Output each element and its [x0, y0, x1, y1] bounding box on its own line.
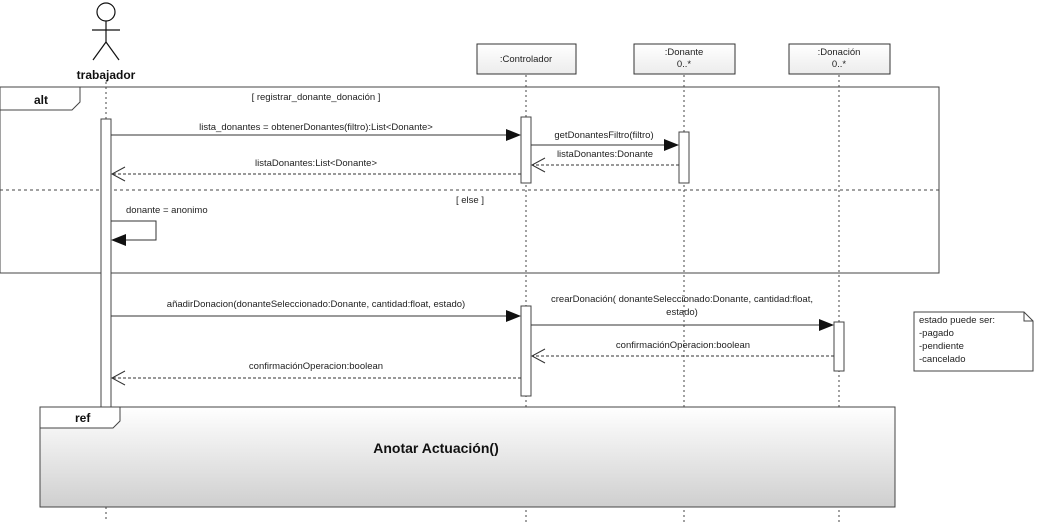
lifeline-multiplicity-donante: 0..* — [677, 59, 692, 70]
note-line-1: estado puede ser: — [919, 315, 995, 326]
message-obtener-donantes[interactable]: lista_donantes = obtenerDonantes(filtro)… — [111, 122, 521, 141]
message-return-lista-donantes-donante[interactable]: listaDonantes:Donante — [530, 149, 679, 173]
message-anadir-donacion[interactable]: añadirDonacion(donanteSeleccionado:Donan… — [111, 299, 521, 322]
ref-label: Anotar Actuación() — [373, 440, 498, 456]
lifeline-box-controlador[interactable]: :Controlador — [476, 43, 577, 75]
message-return-confirmacion[interactable]: confirmaciónOperacion:boolean — [110, 361, 521, 386]
actor-icon — [92, 2, 120, 61]
message-label-obtener-donantes: lista_donantes = obtenerDonantes(filtro)… — [199, 122, 433, 133]
activation-donacion — [833, 321, 845, 372]
message-label-self-donante-anonimo: donante = anonimo — [126, 205, 208, 216]
actor-name: trabajador — [77, 68, 136, 82]
note-line-2: -pagado — [919, 328, 954, 339]
message-label-return-confirmacion-donacion: confirmaciónOperacion:boolean — [616, 340, 750, 351]
activation-donante — [678, 131, 690, 184]
lifeline-label-controlador: :Controlador — [500, 54, 552, 65]
message-label-return-lista-donantes: listaDonantes:List<Donante> — [255, 158, 377, 169]
note-line-4: -cancelado — [919, 354, 965, 365]
note-estado[interactable]: estado puede ser: -pagado -pendiente -ca… — [913, 311, 1034, 372]
message-crear-donacion[interactable]: crearDonación( donanteSeleccionado:Donan… — [531, 294, 834, 331]
activation-controlador-1 — [520, 116, 532, 184]
lifeline-box-donacion[interactable]: :Donación 0..* — [788, 43, 891, 75]
message-get-donantes-filtro[interactable]: getDonantesFiltro(filtro) — [531, 130, 679, 151]
lifeline-multiplicity-donacion: 0..* — [832, 59, 847, 70]
alt-guard-2: [ else ] — [456, 195, 484, 206]
ref-fragment[interactable]: ref Anotar Actuación() — [39, 406, 896, 508]
activation-controlador-2 — [520, 305, 532, 397]
message-label-anadir-donacion: añadirDonacion(donanteSeleccionado:Donan… — [167, 299, 465, 310]
message-label-crear-donacion-2: estado) — [666, 307, 698, 318]
message-return-confirmacion-donacion[interactable]: confirmaciónOperacion:boolean — [530, 340, 834, 364]
lifeline-label-donacion: :Donación — [818, 47, 861, 58]
message-self-donante-anonimo[interactable]: donante = anonimo — [111, 205, 208, 246]
message-return-lista-donantes[interactable]: listaDonantes:List<Donante> — [110, 158, 521, 182]
message-label-crear-donacion-1: crearDonación( donanteSeleccionado:Donan… — [551, 294, 813, 305]
ref-operator-label: ref — [75, 411, 91, 425]
lifeline-box-donante[interactable]: :Donante 0..* — [633, 43, 736, 75]
message-label-return-confirmacion: confirmaciónOperacion:boolean — [249, 361, 383, 372]
message-label-return-lista-donantes-donante: listaDonantes:Donante — [557, 149, 653, 160]
alt-guard-1: [ registrar_donante_donación ] — [252, 92, 381, 103]
activation-trabajador — [100, 118, 112, 420]
lifeline-label-donante: :Donante — [665, 47, 704, 58]
message-label-get-donantes-filtro: getDonantesFiltro(filtro) — [554, 130, 653, 141]
alt-fragment[interactable]: alt [ registrar_donante_donación ] [ els… — [0, 86, 940, 274]
note-line-3: -pendiente — [919, 341, 964, 352]
alt-operator-label: alt — [34, 93, 48, 107]
